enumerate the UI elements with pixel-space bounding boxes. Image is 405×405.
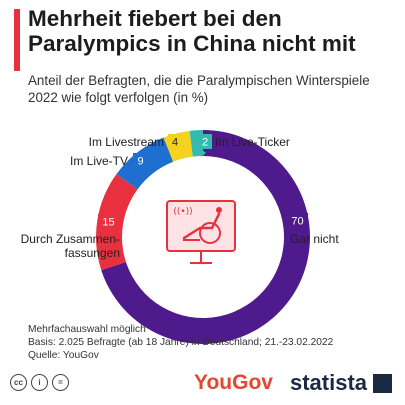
- no-derivatives-icon: =: [52, 374, 69, 391]
- label-livestream: Im Livestream 4: [89, 134, 182, 157]
- label-live-ticker: 2 Im Live-Ticker: [198, 134, 290, 157]
- label-live-tv: Im Live-TV 9: [70, 153, 148, 168]
- chart-title: Mehrheit fiebert bei den Paralympics in …: [28, 6, 356, 56]
- svg-text:Durch Zusammen-: Durch Zusammen-: [21, 232, 120, 246]
- chart-subtitle: Anteil der Befragten, die die Paralympis…: [28, 73, 370, 105]
- svg-text:9: 9: [137, 156, 143, 168]
- yougov-logo: YouGov: [194, 371, 273, 394]
- label-zusammenfassungen: 15 Durch Zusammen- fassungen: [21, 214, 120, 260]
- svg-text:Im Livestream: Im Livestream: [89, 135, 164, 149]
- statista-logo-icon: [373, 374, 392, 393]
- statista-logo: statista: [290, 370, 368, 395]
- chart-footer: Mehrfachauswahl möglich Basis: 2.025 Bef…: [28, 323, 388, 362]
- attribution-icon: i: [31, 374, 48, 391]
- svg-text:Im Live-TV: Im Live-TV: [70, 154, 128, 168]
- footer-note: Mehrfachauswahl möglich: [28, 324, 146, 335]
- svg-text:2: 2: [202, 137, 208, 149]
- cc-icon: cc: [10, 374, 27, 391]
- svg-text:Im Live-Ticker: Im Live-Ticker: [215, 135, 290, 149]
- svg-text:fassungen: fassungen: [65, 246, 120, 260]
- tv-icon: ((•)): [166, 200, 236, 264]
- svg-text:((•)): ((•)): [173, 207, 192, 217]
- title-accent-bar: [14, 9, 20, 71]
- svg-text:70: 70: [291, 216, 303, 228]
- svg-text:Gar nicht: Gar nicht: [290, 232, 339, 246]
- label-gar-nicht: 70 Gar nicht: [287, 213, 339, 246]
- license-icons: cc i =: [10, 374, 69, 391]
- svg-text:4: 4: [172, 137, 178, 149]
- footer-source: Quelle: YouGov: [28, 350, 99, 361]
- svg-text:15: 15: [102, 217, 114, 229]
- footer-basis: Basis: 2.025 Befragte (ab 18 Jahre) in D…: [28, 337, 334, 348]
